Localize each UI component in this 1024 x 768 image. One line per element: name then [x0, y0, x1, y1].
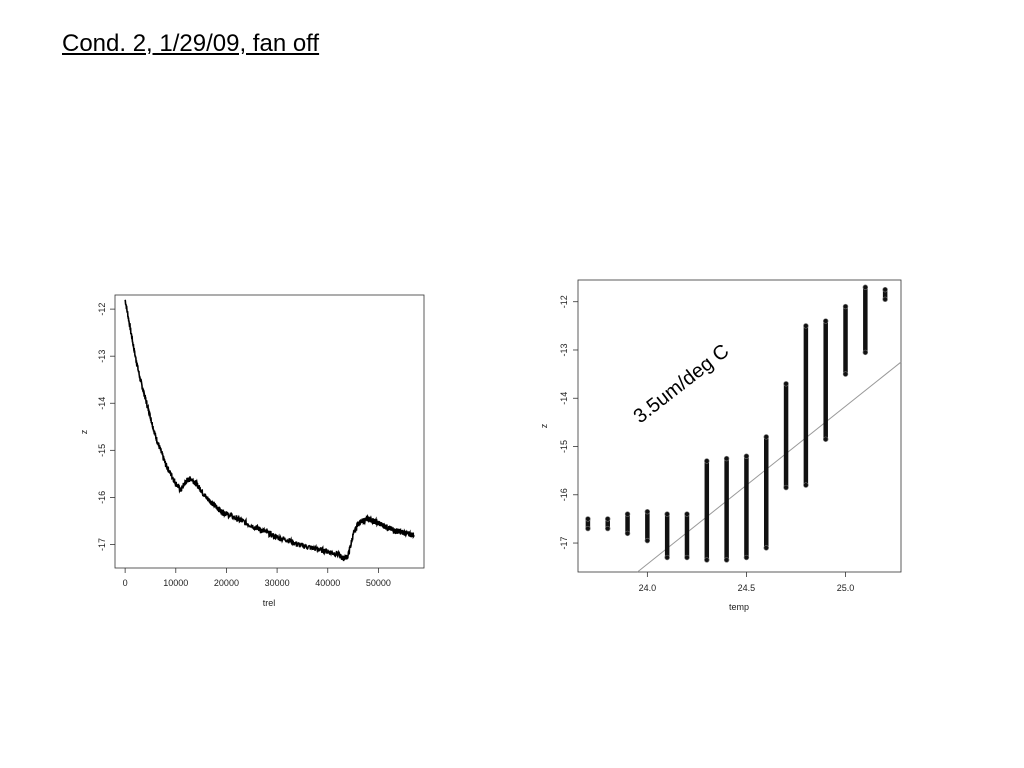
point — [763, 434, 769, 440]
slope-annotation: 3.5um/deg C — [630, 340, 734, 428]
x-tick-label: 24.0 — [639, 583, 657, 593]
point — [704, 557, 710, 563]
point — [704, 458, 710, 464]
y-tick-label: -12 — [559, 295, 569, 308]
y-axis-ticks: -12 -13 -14 -15 -16 -17 — [97, 303, 115, 551]
y-axis-ticks: -12 -13 -14 -15 -16 -17 — [559, 295, 578, 550]
point — [684, 511, 690, 517]
x-axis-ticks: 24.0 24.5 25.0 — [639, 572, 855, 593]
y-tick-label: -15 — [559, 440, 569, 453]
point — [783, 484, 789, 491]
point — [723, 455, 730, 462]
point — [882, 286, 888, 293]
y-tick-label: -17 — [97, 538, 107, 551]
x-tick-label: 50000 — [366, 578, 391, 588]
point — [842, 303, 849, 310]
y-axis-label: z — [539, 423, 549, 428]
x-axis-label: trel — [263, 598, 276, 608]
point — [605, 525, 611, 532]
x-tick-label: 20000 — [214, 578, 239, 588]
x-tick-label: 10000 — [163, 578, 188, 588]
point — [803, 323, 809, 329]
y-tick-label: -16 — [559, 488, 569, 501]
point — [862, 349, 869, 356]
point — [644, 508, 651, 515]
point — [822, 436, 829, 442]
point — [624, 511, 631, 517]
point — [585, 516, 591, 522]
series-line — [124, 299, 415, 562]
plot-frame — [577, 279, 902, 573]
point — [842, 371, 849, 377]
x-tick-label: 40000 — [315, 578, 340, 588]
point — [723, 557, 730, 563]
x-axis-ticks: 0 10000 20000 30000 40000 50000 — [123, 568, 391, 588]
y-axis-label: z — [79, 429, 89, 434]
point — [585, 525, 591, 532]
y-tick-label: -13 — [559, 343, 569, 356]
scatter-points — [585, 284, 888, 563]
point — [882, 296, 888, 303]
y-tick-label: -13 — [97, 350, 107, 363]
point — [783, 381, 789, 387]
point — [605, 516, 611, 522]
x-axis-label: temp — [729, 602, 749, 612]
point — [763, 545, 769, 551]
slide-title: Cond. 2, 1/29/09, fan off — [62, 30, 320, 57]
point — [803, 482, 809, 488]
point — [743, 554, 750, 561]
y-tick-label: -17 — [559, 537, 569, 550]
point — [624, 530, 631, 537]
x-tick-label: 0 — [123, 578, 128, 588]
x-tick-label: 24.5 — [738, 583, 756, 593]
y-tick-label: -16 — [97, 491, 107, 504]
point — [684, 554, 690, 561]
point — [664, 554, 670, 561]
point — [822, 318, 829, 324]
x-tick-label: 25.0 — [837, 583, 855, 593]
point — [664, 511, 670, 517]
y-tick-label: -12 — [97, 303, 107, 316]
y-tick-label: -14 — [559, 392, 569, 405]
point — [644, 537, 651, 544]
plot-frame — [114, 294, 425, 569]
point — [862, 284, 869, 290]
fit-line — [637, 361, 902, 573]
y-tick-label: -14 — [97, 397, 107, 410]
y-tick-label: -15 — [97, 444, 107, 457]
point — [743, 453, 750, 459]
x-tick-label: 30000 — [265, 578, 290, 588]
